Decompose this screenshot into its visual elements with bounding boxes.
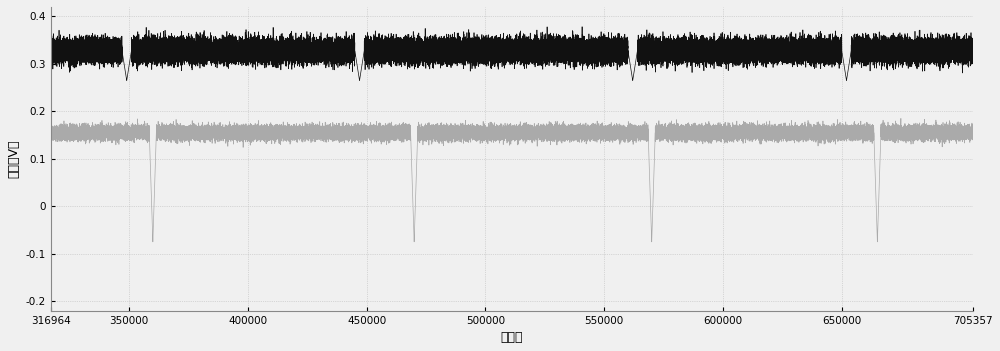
X-axis label: 采样点: 采样点 [501, 331, 523, 344]
Y-axis label: 幅度［V］: 幅度［V］ [7, 140, 20, 178]
